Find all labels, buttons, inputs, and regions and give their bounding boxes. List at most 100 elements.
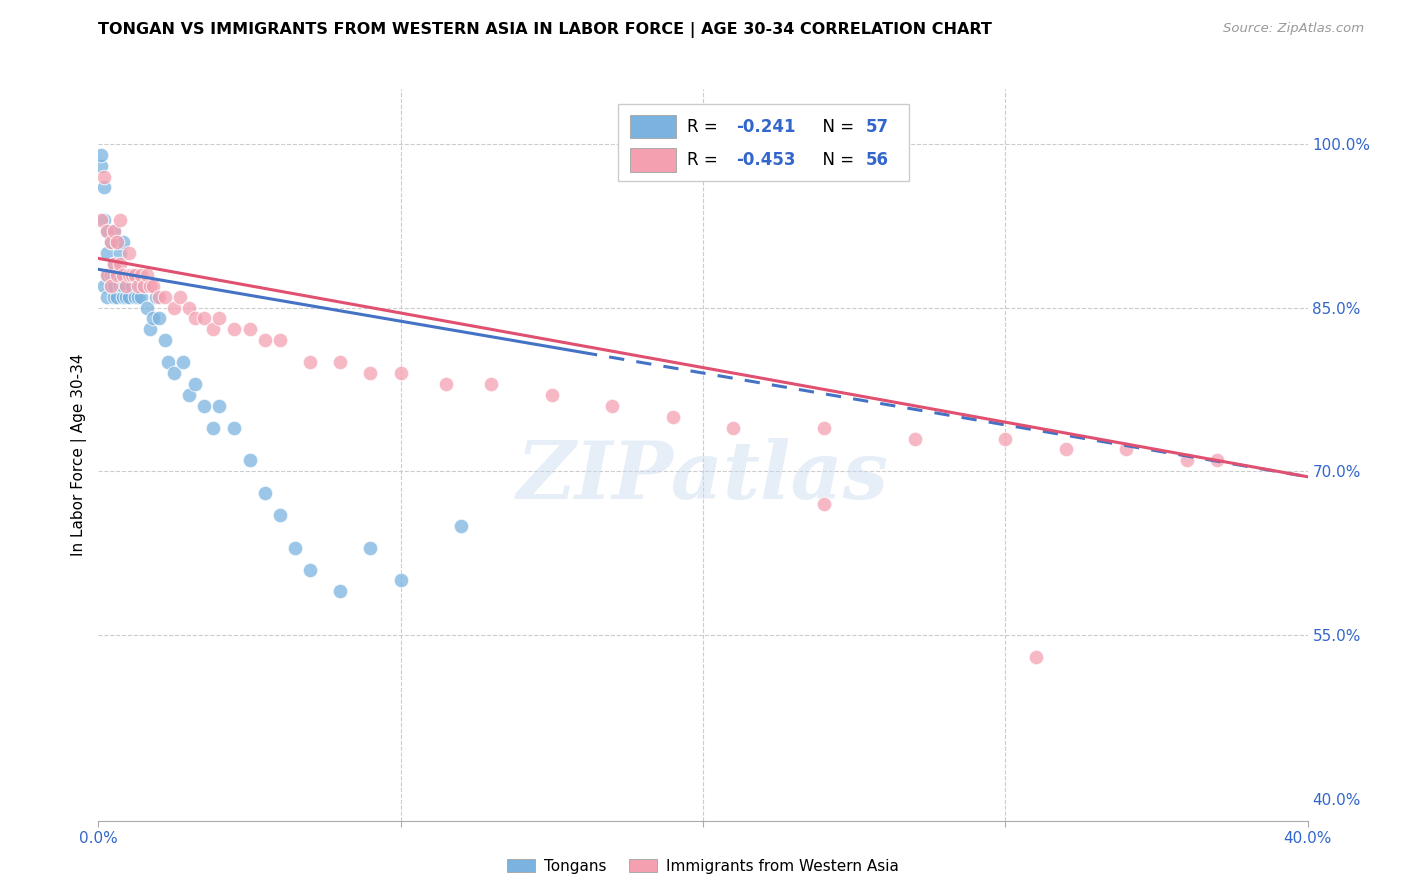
Point [253,333,276,347]
Point [108,257,131,271]
Point [100,278,122,293]
Point [96,290,118,304]
Point [813,497,835,511]
Point [1115,442,1137,457]
Point [135,268,157,282]
Point [124,268,146,282]
Point [813,420,835,434]
Point [360,541,382,555]
Point [904,432,927,446]
Point [434,376,457,391]
Point [108,246,131,260]
Point [118,246,141,260]
Point [253,486,276,500]
Point [93,169,115,184]
Point [148,290,170,304]
Point [1024,649,1046,664]
Point [1206,453,1229,467]
Point [142,278,165,293]
Point [108,278,131,293]
Point [90,213,112,227]
Point [193,311,215,326]
Point [100,268,122,282]
Point [100,278,122,293]
Point [121,278,143,293]
Point [1054,442,1077,457]
Point [269,508,291,522]
Point [105,235,128,249]
Point [96,224,118,238]
Point [224,420,246,434]
Point [139,322,162,336]
Point [540,388,562,402]
Point [148,311,170,326]
Point [662,409,685,424]
Point [100,235,122,249]
Point [163,301,186,315]
Point [299,355,322,369]
Point [184,376,207,391]
Point [111,268,134,282]
Point [135,301,157,315]
Point [118,268,141,282]
Point [389,366,412,380]
Point [145,290,167,304]
Point [129,290,152,304]
Point [96,246,118,260]
Point [329,584,352,599]
Point [111,278,134,293]
Point [103,257,125,271]
Point [360,366,382,380]
Text: ZIPatlas: ZIPatlas [517,438,889,516]
Point [193,399,215,413]
Point [93,213,115,227]
Point [389,574,412,588]
FancyBboxPatch shape [619,103,908,180]
Point [111,235,134,249]
Point [239,453,262,467]
Text: 56: 56 [866,151,889,169]
Point [202,420,225,434]
Point [132,278,155,293]
Point [153,290,176,304]
Point [103,257,125,271]
Point [108,213,131,227]
Point [224,322,246,336]
Point [103,224,125,238]
Point [139,278,162,293]
Text: -0.241: -0.241 [735,118,796,136]
Point [118,290,141,304]
Point [284,541,307,555]
Legend: Tongans, Immigrants from Western Asia: Tongans, Immigrants from Western Asia [501,853,905,880]
Point [156,355,179,369]
Point [184,311,207,326]
Point [153,333,176,347]
Text: 57: 57 [866,118,890,136]
Bar [630,148,676,172]
Point [481,376,503,391]
Point [179,388,201,402]
Point [105,290,128,304]
Point [127,278,149,293]
Point [163,366,186,380]
Point [127,290,149,304]
Point [105,235,128,249]
Text: Source: ZipAtlas.com: Source: ZipAtlas.com [1223,22,1364,36]
Point [90,147,112,161]
Point [129,268,152,282]
Point [103,290,125,304]
Point [132,278,155,293]
Point [202,322,225,336]
Text: N =: N = [811,151,859,169]
Point [124,290,146,304]
Point [299,563,322,577]
Point [602,399,624,413]
Point [994,432,1017,446]
Point [172,355,194,369]
Point [114,278,136,293]
Point [208,311,231,326]
Point [114,268,136,282]
Point [208,399,231,413]
Point [169,290,191,304]
Point [90,159,112,173]
